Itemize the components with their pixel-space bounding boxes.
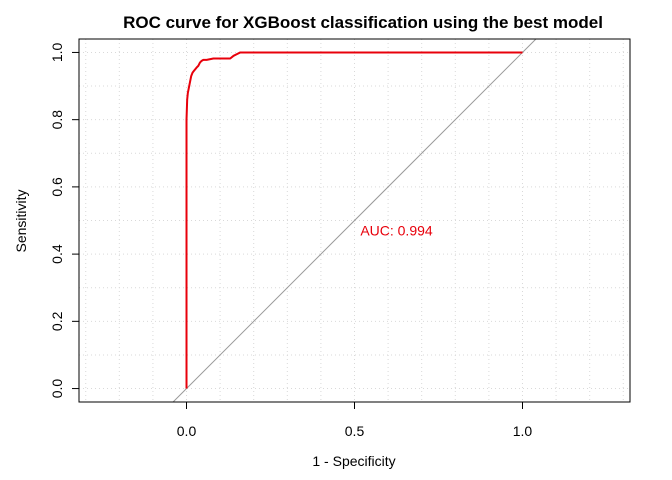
y-tick-label: 1.0: [49, 43, 65, 63]
chart-title: ROC curve for XGBoost classification usi…: [123, 13, 603, 32]
y-tick-label: 0.8: [49, 110, 65, 130]
y-tick-label: 0.2: [49, 311, 65, 331]
y-axis: 0.0 0.2 0.4 0.6 0.8 1.0: [49, 43, 80, 399]
y-tick-label: 0.6: [49, 177, 65, 197]
x-axis-label: 1 - Specificity: [312, 453, 395, 469]
y-axis-label: Sensitivity: [13, 189, 29, 252]
auc-annotation: AUC: 0.994: [360, 223, 433, 239]
x-tick-label: 0.5: [345, 423, 365, 439]
y-tick-label: 0.0: [49, 379, 65, 399]
y-tick-label: 0.4: [49, 244, 65, 264]
x-axis: 0.0 0.5 1.0: [177, 401, 533, 439]
x-tick-label: 0.0: [177, 423, 197, 439]
plot-layer: [172, 39, 537, 402]
roc-curve-line: [185, 51, 523, 389]
x-tick-label: 1.0: [513, 423, 533, 439]
diagonal-reference-line: [172, 39, 537, 402]
